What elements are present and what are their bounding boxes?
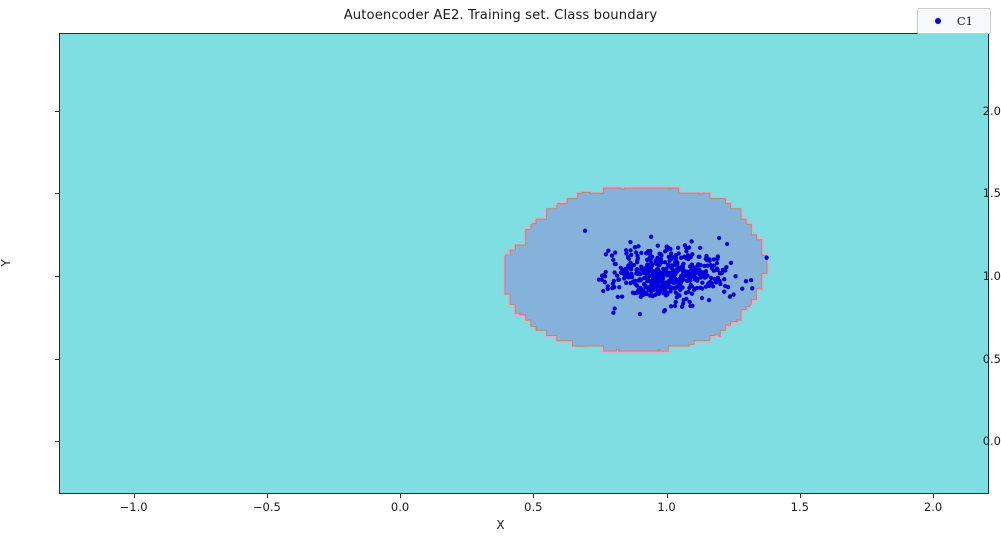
y-tick-label: 1.0 <box>982 268 1001 283</box>
y-tick-mark <box>55 275 59 277</box>
x-tick-label: −1.0 <box>119 500 148 514</box>
x-tick-mark <box>799 494 801 498</box>
decision-region-surface <box>60 34 988 493</box>
legend[interactable]: C1 <box>916 8 991 34</box>
x-tick-label: 1.5 <box>790 500 809 514</box>
x-tick-mark <box>533 494 535 498</box>
y-tick-label: 1.5 <box>982 186 1001 201</box>
y-tick-label: 0.5 <box>982 351 1001 366</box>
x-tick-label: 2.0 <box>923 500 943 514</box>
legend-item-c1[interactable]: C1 <box>927 14 981 28</box>
x-tick-label: 0.0 <box>390 500 410 514</box>
page-title: Autoencoder AE2. Training set. Class bou… <box>343 8 658 23</box>
y-tick-mark <box>55 110 59 112</box>
x-tick-label: 0.5 <box>524 500 543 514</box>
y-tick-label: 2.0 <box>982 103 1001 118</box>
x-axis-label: X <box>496 518 505 532</box>
x-tick-mark <box>266 494 268 498</box>
x-tick-label: −0.5 <box>252 500 281 514</box>
plot-area <box>59 33 989 494</box>
x-tick-mark <box>133 494 135 498</box>
y-tick-mark <box>55 441 59 443</box>
y-tick-mark <box>55 358 59 360</box>
x-tick-mark <box>400 494 402 498</box>
x-tick-mark <box>666 494 668 498</box>
y-axis-label: Y <box>0 259 13 267</box>
x-tick-label: 1.0 <box>657 500 676 514</box>
x-tick-mark <box>933 494 935 498</box>
y-tick-label: 0.0 <box>982 434 1001 449</box>
legend-marker-icon <box>934 18 941 24</box>
y-tick-mark <box>55 193 59 195</box>
legend-label: C1 <box>956 14 973 28</box>
